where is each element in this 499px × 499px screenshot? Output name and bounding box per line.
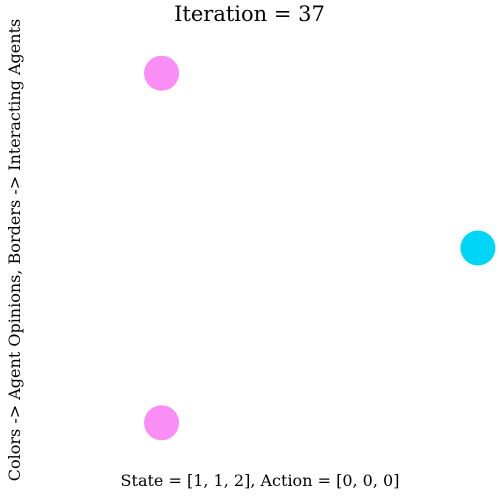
agent-marker-2 bbox=[144, 405, 180, 441]
chart-title: Iteration = 37 bbox=[174, 2, 325, 26]
agent-marker-0 bbox=[460, 230, 496, 266]
state-action-caption: State = [1, 1, 2], Action = [0, 0, 0] bbox=[120, 471, 400, 490]
agent-marker-1 bbox=[144, 55, 180, 91]
